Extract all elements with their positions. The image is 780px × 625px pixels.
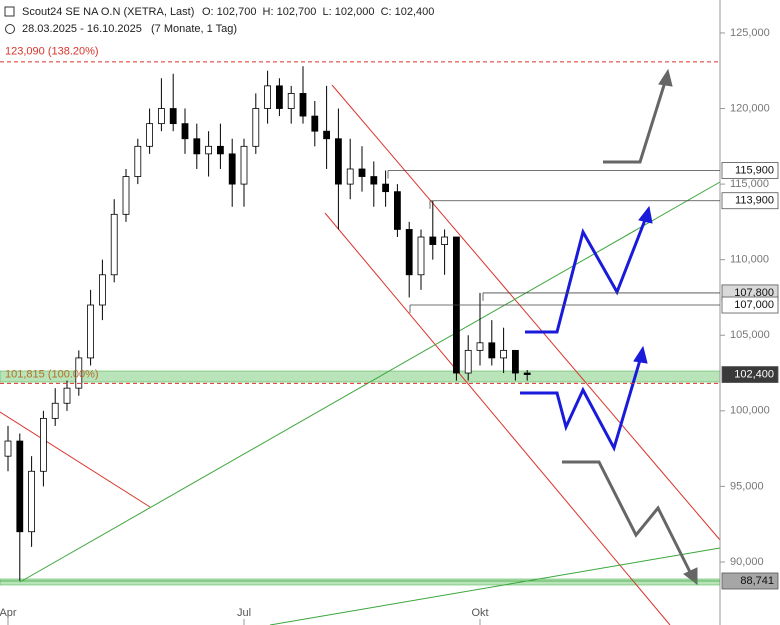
candle-body <box>323 130 331 140</box>
support-band <box>0 370 721 383</box>
arrow-head <box>638 205 653 224</box>
candle-body <box>500 349 508 359</box>
candles <box>4 66 531 582</box>
y-tick-label: 95,000 <box>730 480 764 492</box>
price-tag <box>721 162 779 179</box>
trend-line <box>0 411 151 508</box>
period: (7 Monate, 1 Tag) <box>151 23 237 35</box>
fib-label: 101,815 (100.00%) <box>5 368 99 380</box>
candle-body <box>275 85 283 109</box>
candle-body <box>405 229 413 276</box>
arrow <box>603 81 667 164</box>
y-tick-label: 100,000 <box>730 405 770 417</box>
candle-body <box>358 168 366 177</box>
price-tag-label: 107,000 <box>734 299 774 311</box>
channel-lower <box>324 212 671 625</box>
subtitle: 28.03.2025 - 16.10.2025 <box>22 23 142 35</box>
trend-line <box>269 547 721 625</box>
y-tick-label: 105,000 <box>730 329 770 341</box>
candle-body <box>134 145 142 177</box>
arrows <box>520 68 698 586</box>
arrow <box>525 219 647 334</box>
trend-lines <box>0 84 721 625</box>
candle-body <box>146 123 154 147</box>
candle-body <box>75 357 83 389</box>
y-tick-label: 125,000 <box>730 27 770 39</box>
candle-body <box>28 470 36 533</box>
candle-body <box>346 168 354 185</box>
price-tag <box>721 296 779 314</box>
candle-body <box>523 372 531 375</box>
candle-body <box>240 145 248 185</box>
price-tag-label: 102,400 <box>734 368 774 380</box>
candle-body <box>40 417 47 472</box>
y-tick-label: 90,000 <box>730 556 764 568</box>
ohlc-text: O: 102,700 H: 102,700 L: 102,000 C: 102,… <box>202 6 434 18</box>
candle-body <box>382 183 390 193</box>
price-tag-label: 107,800 <box>734 287 774 299</box>
arrow <box>562 460 692 573</box>
candle-body <box>311 115 319 132</box>
candle-body <box>252 108 260 147</box>
candle-body <box>429 236 437 245</box>
candle-body <box>264 85 272 109</box>
candle-body <box>216 145 224 155</box>
candle-body <box>464 349 472 374</box>
price-tag <box>721 366 779 383</box>
candle-body <box>63 387 71 404</box>
arrow-head <box>658 68 673 87</box>
y-tick-label: 110,000 <box>730 254 769 266</box>
y-tick-label: 115,000 <box>730 178 769 190</box>
candle-body <box>287 93 295 109</box>
candle-body <box>205 145 213 155</box>
candle-body <box>488 342 496 359</box>
candle-body <box>87 304 94 359</box>
price-tag-label: 88,741 <box>740 575 774 587</box>
arrow <box>520 359 642 452</box>
price-tag-label: 113,900 <box>735 195 774 207</box>
clock-icon <box>5 24 15 34</box>
candle-body <box>122 176 130 215</box>
candle-body <box>393 191 401 230</box>
price-tag <box>721 572 779 590</box>
candle-body <box>299 93 307 117</box>
price-tag-label: 115,900 <box>735 164 774 176</box>
header: Scout24 SE NA O.N (XETRA, Last) O: 102,7… <box>4 6 434 35</box>
candle-body <box>51 402 59 419</box>
candle-body <box>193 138 201 155</box>
y-tick-label: 120,000 <box>730 102 770 114</box>
candle-body <box>110 213 118 276</box>
candle-body <box>370 176 378 185</box>
x-tick-label: Jul <box>237 607 251 619</box>
candle-body <box>16 440 24 533</box>
candle-body <box>441 236 449 245</box>
candle-body <box>99 274 106 306</box>
x-tick-label: Apr <box>0 607 17 619</box>
arrow-head <box>683 567 698 586</box>
chart-icon <box>4 6 15 17</box>
candle-body <box>157 108 165 125</box>
trend-line <box>19 181 721 583</box>
price-tag <box>721 192 779 210</box>
candle-body <box>476 342 484 351</box>
chart-title: Scout24 SE NA O.N (XETRA, Last) <box>22 6 194 18</box>
fib-label: 123,090 (138.20%) <box>5 46 99 58</box>
candle-body <box>512 349 519 374</box>
candle-body <box>4 440 12 457</box>
candle-body <box>417 236 425 276</box>
candle-body <box>334 138 342 185</box>
support-band <box>0 578 721 586</box>
channel-upper <box>331 84 721 541</box>
x-tick-label: Okt <box>471 607 488 619</box>
candle-body <box>181 123 189 140</box>
arrow-head <box>633 345 648 364</box>
candle-body <box>228 153 236 185</box>
candle-body <box>169 108 177 125</box>
